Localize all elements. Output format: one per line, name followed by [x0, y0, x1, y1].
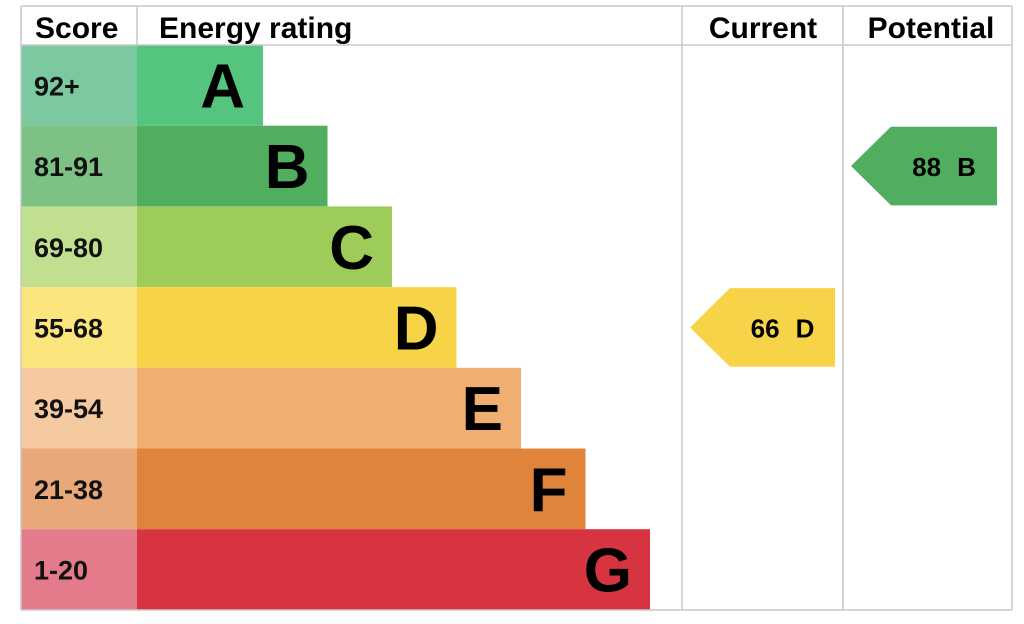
score-range-f: 21-38 [34, 475, 103, 505]
header-current: Current [709, 12, 817, 45]
header-energy-rating: Energy rating [159, 12, 352, 45]
current-rating-score: 66 [751, 313, 780, 343]
score-cell-b [21, 125, 137, 207]
potential-rating-label: 88 B [912, 152, 976, 182]
score-cell-c [21, 206, 137, 288]
score-range-e: 39-54 [34, 394, 103, 424]
score-range-g: 1-20 [34, 556, 88, 586]
band-bar-b [137, 125, 328, 207]
score-range-a: 92+ [34, 71, 80, 101]
current-rating-arrow [690, 288, 835, 367]
header-score: Score [35, 12, 118, 45]
potential-rating-band: B [957, 152, 976, 182]
score-range-c: 69-80 [34, 233, 103, 263]
rating-bands: 92+ A 81-91 B 69-80 C 55-68 D 39-54 E 21-38 F 1-20 G [21, 45, 650, 610]
band-bar-g [137, 529, 650, 610]
band-letter-f: F [530, 456, 568, 525]
band-letter-d: D [394, 294, 439, 363]
table-grid [20, 5, 1013, 611]
score-cell-a [21, 45, 137, 126]
score-range-b: 81-91 [34, 152, 103, 182]
band-letter-a: A [200, 52, 245, 121]
band-bar-f [137, 448, 586, 530]
score-range-d: 55-68 [34, 313, 103, 343]
header-row: Score Energy rating Current Potential [35, 12, 994, 45]
score-cell-f [21, 448, 137, 530]
header-potential: Potential [868, 12, 995, 45]
band-bar-e [137, 367, 521, 449]
band-bar-d [137, 287, 457, 368]
band-bar-a [137, 45, 263, 126]
band-bar-c [137, 206, 392, 288]
band-letter-b: B [265, 133, 310, 202]
current-rating-band: D [796, 313, 815, 343]
band-letter-g: G [584, 537, 632, 606]
score-cell-d [21, 287, 137, 368]
rating-markers: 66 D 88 B [690, 126, 997, 367]
potential-rating-arrow [851, 126, 997, 206]
current-rating-label: 66 D [751, 313, 815, 343]
score-cell-g [21, 529, 137, 610]
band-letter-c: C [329, 214, 374, 283]
score-cell-e [21, 367, 137, 449]
band-letter-e: E [462, 375, 503, 444]
potential-rating-score: 88 [912, 152, 941, 182]
